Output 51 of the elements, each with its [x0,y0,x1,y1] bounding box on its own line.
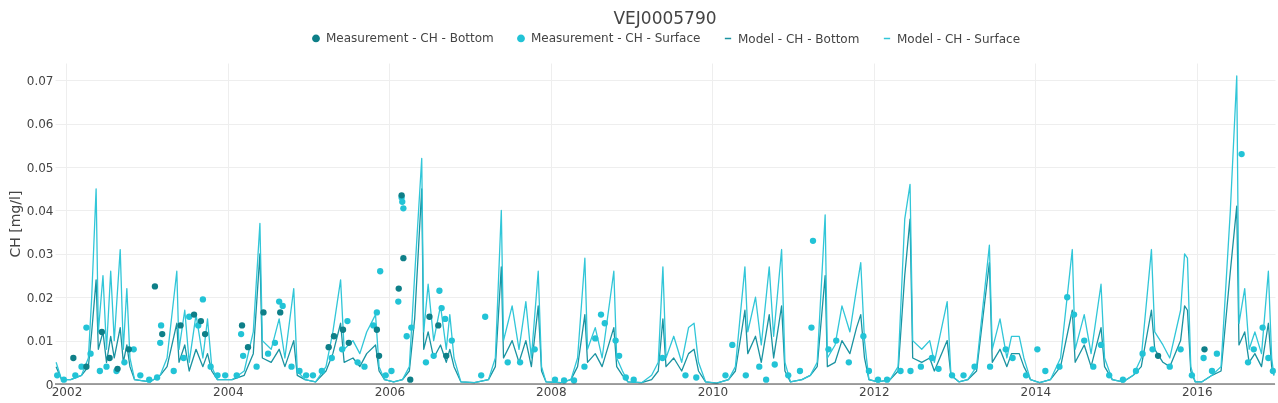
point [330,333,338,340]
x-tick-label: 2016 [1181,384,1213,399]
point [244,343,252,351]
point [106,354,113,362]
point [443,352,450,359]
point [260,309,267,316]
y-axis-title: CH [mg/l] [6,190,23,258]
legend-label: Measurement - CH - Surface [531,31,701,46]
point [190,311,198,318]
legend-label: Measurement - CH - Bottom [326,31,494,46]
point [238,322,246,329]
point [151,283,159,290]
point [373,326,381,333]
point [345,339,352,346]
point [407,376,414,383]
x-tick-label: 2012 [859,384,890,399]
point [400,255,407,262]
y-tick-label: 0.03 [26,247,54,262]
point [339,326,347,333]
point [83,363,90,370]
x-tick-label: 2014 [1020,384,1052,399]
point [277,309,284,316]
y-tick-label: 0.06 [26,117,54,132]
point [70,354,77,362]
chart-title: VEJ0005790 [613,8,717,28]
y-tick-label: 0.07 [26,73,54,88]
point [325,343,332,351]
line-series [55,75,1275,384]
x-tick-label: 2004 [213,384,244,399]
legend-label: Model - CH - Bottom [738,31,860,46]
point [1154,352,1162,359]
y-tick-label: 0.04 [26,203,54,218]
point [177,322,184,329]
point [125,346,132,353]
point [98,328,106,336]
point [435,322,442,329]
y-tick-label: 0.02 [26,290,54,305]
x-tick-label: 2008 [536,384,567,399]
y-tick-label: 0.01 [26,334,54,349]
point [395,285,402,292]
point [159,330,166,338]
x-tick-label: 2006 [374,384,406,399]
point [426,313,433,320]
y-tick-label: 0.05 [26,160,54,175]
point [197,317,205,325]
point [1201,346,1208,353]
y-tick-label: 0 [45,377,54,392]
legend-label: Model - CH - Surface [897,31,1021,46]
x-tick-label: 2010 [697,384,729,399]
point [375,352,383,359]
point [201,330,209,338]
